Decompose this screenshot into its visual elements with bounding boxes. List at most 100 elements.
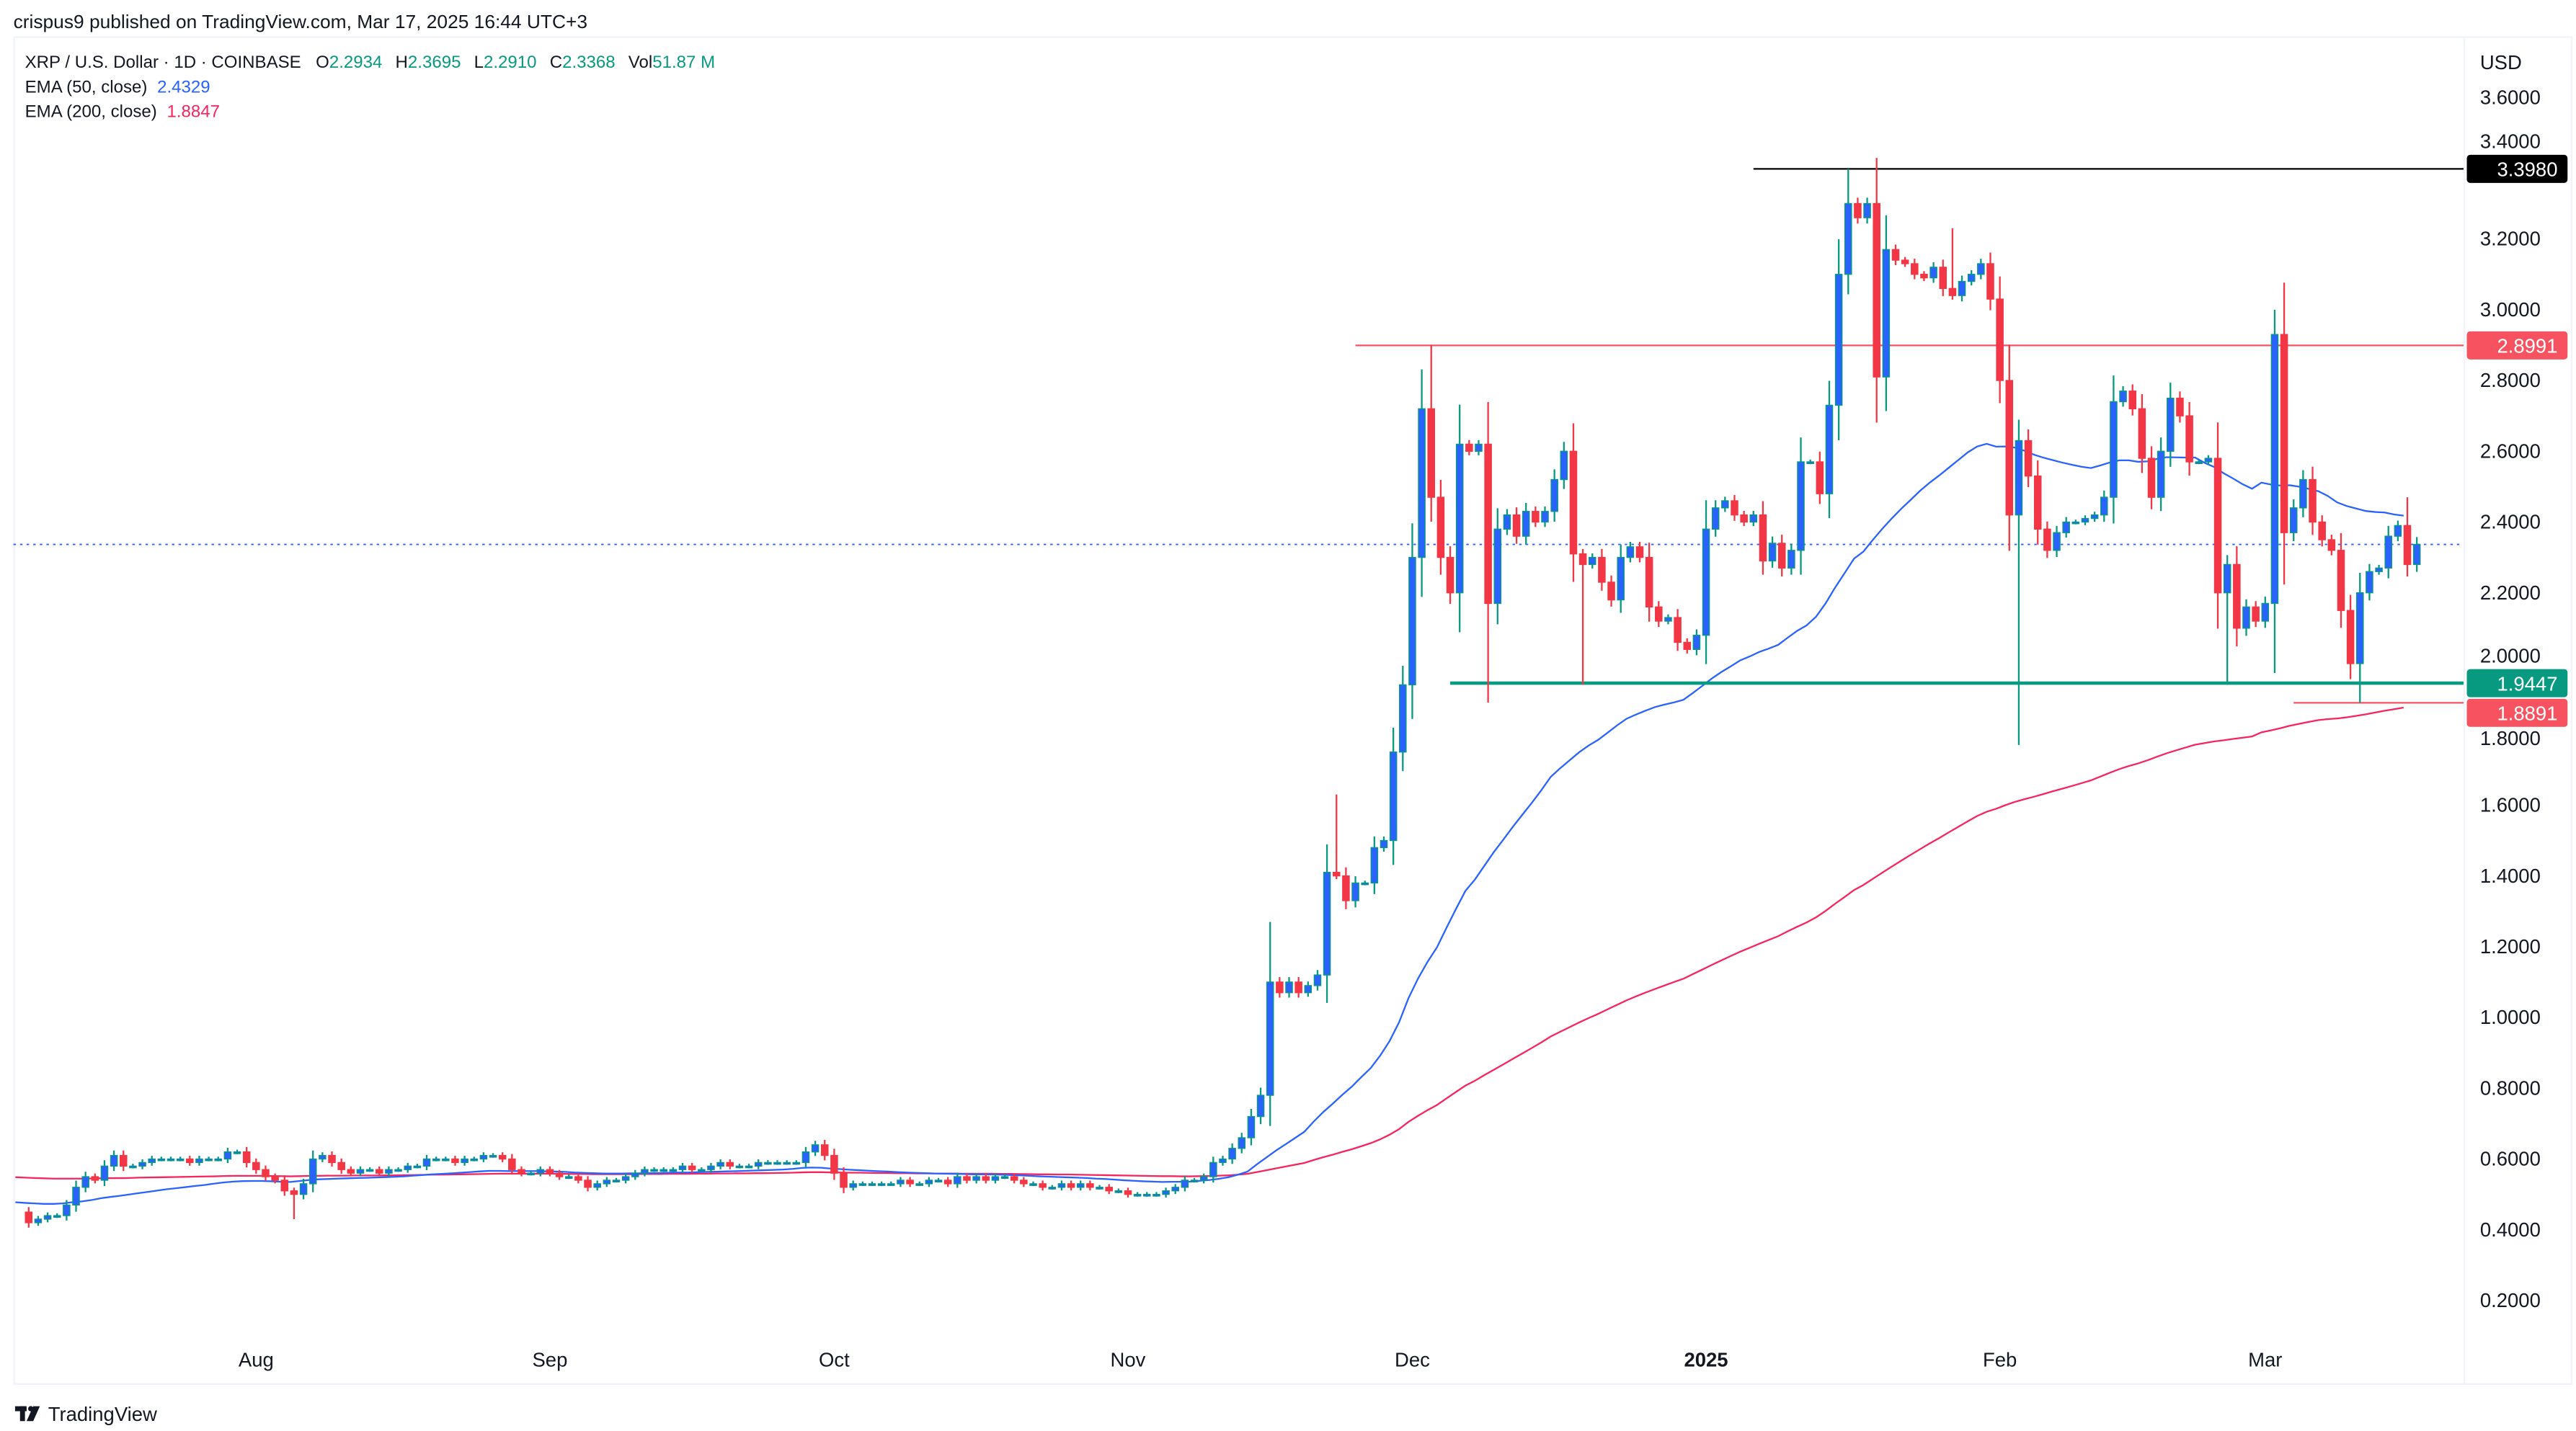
candle-2024-09-10[interactable] <box>631 1169 639 1180</box>
candle-2025-02-15[interactable] <box>2128 384 2136 416</box>
candle-2025-01-06[interactable] <box>1749 511 1758 527</box>
candle-2024-09-15[interactable] <box>678 1162 687 1173</box>
candle-2025-01-26[interactable] <box>1939 259 1947 296</box>
candle-2025-02-16[interactable] <box>2138 393 2146 473</box>
candle-2024-07-10[interactable] <box>43 1212 52 1223</box>
candle-2024-08-31[interactable] <box>536 1166 545 1177</box>
candle-2024-11-06[interactable] <box>1171 1184 1179 1195</box>
candle-2024-12-09[interactable] <box>1484 402 1492 703</box>
candle-2024-12-19[interactable] <box>1578 548 1587 685</box>
candle-2024-08-28[interactable] <box>508 1154 516 1175</box>
candle-2025-03-02[interactable] <box>2270 309 2279 673</box>
candle-2024-07-19[interactable] <box>129 1164 137 1169</box>
candle-2025-01-24[interactable] <box>1920 271 1928 282</box>
candle-2024-08-24[interactable] <box>470 1156 479 1162</box>
candle-2024-11-20[interactable] <box>1304 981 1313 997</box>
candle-2025-03-07[interactable] <box>2318 515 2326 547</box>
candle-2024-08-03[interactable] <box>271 1173 279 1184</box>
candle-2024-07-13[interactable] <box>72 1180 80 1212</box>
candle-2024-08-20[interactable] <box>432 1156 440 1162</box>
candle-2024-09-28[interactable] <box>801 1146 810 1168</box>
candle-2025-03-12[interactable] <box>2366 563 2373 601</box>
candle-2025-02-06[interactable] <box>2043 521 2051 558</box>
candle-2025-02-05[interactable] <box>2033 460 2042 545</box>
candle-2024-09-30[interactable] <box>820 1139 829 1161</box>
candle-2025-01-07[interactable] <box>1759 501 1767 575</box>
candle-2024-08-29[interactable] <box>518 1166 525 1177</box>
candle-2025-01-02[interactable] <box>1711 500 1720 537</box>
candle-2024-07-28[interactable] <box>214 1156 223 1162</box>
candle-2024-08-22[interactable] <box>451 1156 459 1166</box>
candle-2025-02-02[interactable] <box>2005 344 2014 551</box>
candle-2024-08-01[interactable] <box>252 1158 260 1174</box>
candle-2024-12-18[interactable] <box>1569 423 1578 582</box>
candle-2025-02-10[interactable] <box>2081 515 2089 525</box>
candle-2024-12-29[interactable] <box>1674 609 1682 651</box>
candle-2024-11-19[interactable] <box>1294 977 1302 998</box>
candle-2024-11-07[interactable] <box>1181 1176 1189 1192</box>
candle-2024-11-03[interactable] <box>1143 1192 1151 1197</box>
candle-2024-12-01[interactable] <box>1408 523 1416 719</box>
candle-2024-08-09[interactable] <box>328 1151 336 1167</box>
time-axis[interactable]: Aug Sep Oct Nov Dec 2025 Feb Mar <box>239 1349 2283 1371</box>
candle-2024-07-17[interactable] <box>110 1150 118 1172</box>
candle-2025-01-18[interactable] <box>1863 197 1871 224</box>
candle-2024-09-22[interactable] <box>745 1164 753 1169</box>
candle-2025-03-05[interactable] <box>2299 470 2307 517</box>
candle-2024-12-20[interactable] <box>1588 553 1596 569</box>
candle-2025-01-22[interactable] <box>1901 257 1909 267</box>
candle-2024-07-15[interactable] <box>91 1173 99 1184</box>
candle-2024-11-11[interactable] <box>1219 1156 1227 1166</box>
candle-2024-09-12[interactable] <box>650 1167 658 1172</box>
candle-2024-10-27[interactable] <box>1076 1180 1085 1191</box>
candle-2024-07-23[interactable] <box>166 1156 175 1162</box>
candle-2024-10-09[interactable] <box>906 1177 914 1187</box>
candle-2024-10-04[interactable] <box>858 1181 867 1187</box>
candle-2025-02-04[interactable] <box>2024 429 2033 488</box>
legend-ema200[interactable]: EMA (200, close) 1.8847 <box>25 102 220 122</box>
candle-2024-09-24[interactable] <box>764 1160 772 1165</box>
candle-2024-09-07[interactable] <box>603 1177 611 1187</box>
candle-2024-11-29[interactable] <box>1389 727 1398 865</box>
candle-2024-12-15[interactable] <box>1541 506 1549 527</box>
candle-2024-12-24[interactable] <box>1626 541 1635 563</box>
candle-2024-08-15[interactable] <box>385 1166 393 1177</box>
candle-2025-01-28[interactable] <box>1958 275 1966 302</box>
candle-2024-11-26[interactable] <box>1361 881 1369 886</box>
candle-2025-01-11[interactable] <box>1797 437 1805 575</box>
candle-2025-01-16[interactable] <box>1844 169 1852 295</box>
candle-2024-12-11[interactable] <box>1503 509 1511 535</box>
candle-2024-12-04[interactable] <box>1436 480 1445 575</box>
candle-2025-01-27[interactable] <box>1948 228 1957 300</box>
candle-2025-03-06[interactable] <box>2309 466 2317 535</box>
candle-2024-07-27[interactable] <box>205 1156 213 1162</box>
candle-2025-03-16[interactable] <box>2403 497 2412 577</box>
candle-2024-11-21[interactable] <box>1313 970 1322 991</box>
candle-2025-03-10[interactable] <box>2346 594 2355 679</box>
candle-2024-09-06[interactable] <box>593 1180 601 1191</box>
candle-2024-09-13[interactable] <box>659 1167 667 1172</box>
candle-2024-12-30[interactable] <box>1683 638 1692 654</box>
candle-2024-07-18[interactable] <box>119 1150 128 1172</box>
candle-2025-01-09[interactable] <box>1777 535 1786 577</box>
candle-2025-02-27[interactable] <box>2242 599 2250 636</box>
candle-2024-11-28[interactable] <box>1380 836 1388 852</box>
candle-2024-07-26[interactable] <box>195 1156 203 1166</box>
candle-2024-10-24[interactable] <box>1048 1185 1057 1190</box>
candle-2024-09-19[interactable] <box>716 1159 724 1169</box>
candle-2024-12-21[interactable] <box>1598 548 1606 591</box>
candle-2025-02-18[interactable] <box>2157 437 2165 512</box>
candle-2025-02-14[interactable] <box>2119 385 2127 407</box>
candle-2025-01-12[interactable] <box>1806 459 1814 465</box>
candle-2024-10-16[interactable] <box>972 1173 980 1184</box>
candle-2024-08-23[interactable] <box>461 1156 468 1166</box>
candle-2024-09-14[interactable] <box>669 1167 678 1172</box>
candle-2024-08-25[interactable] <box>479 1152 488 1162</box>
candle-2025-02-08[interactable] <box>2062 517 2070 538</box>
candle-2024-10-30[interactable] <box>1105 1184 1113 1195</box>
candle-2024-11-05[interactable] <box>1162 1187 1170 1198</box>
candle-2024-08-08[interactable] <box>319 1152 327 1162</box>
candle-2024-12-07[interactable] <box>1465 440 1473 455</box>
candle-2025-02-01[interactable] <box>1996 276 2004 404</box>
candle-2025-02-11[interactable] <box>2090 512 2099 522</box>
